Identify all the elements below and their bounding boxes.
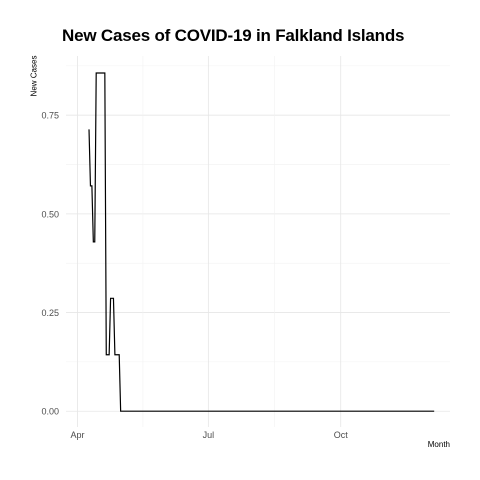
chart-title: New Cases of COVID-19 in Falkland Island… xyxy=(62,26,405,45)
x-tick-label: Jul xyxy=(203,430,215,440)
y-tick-label: 0.75 xyxy=(41,111,59,121)
y-tick-label: 0.25 xyxy=(41,308,59,318)
y-axis-ticks: 0.00 0.25 0.50 0.75 xyxy=(41,111,59,417)
x-tick-label: Oct xyxy=(334,430,349,440)
data-lines xyxy=(88,72,435,412)
grid xyxy=(66,56,450,427)
x-axis-ticks: Apr Jul Oct xyxy=(70,430,348,440)
y-tick-label: 0.50 xyxy=(41,209,59,219)
y-tick-label: 0.00 xyxy=(41,407,59,417)
y-axis-label: New Cases xyxy=(29,55,39,97)
series-line xyxy=(88,72,435,412)
x-tick-label: Apr xyxy=(70,430,84,440)
x-axis-label: Month xyxy=(427,440,450,449)
